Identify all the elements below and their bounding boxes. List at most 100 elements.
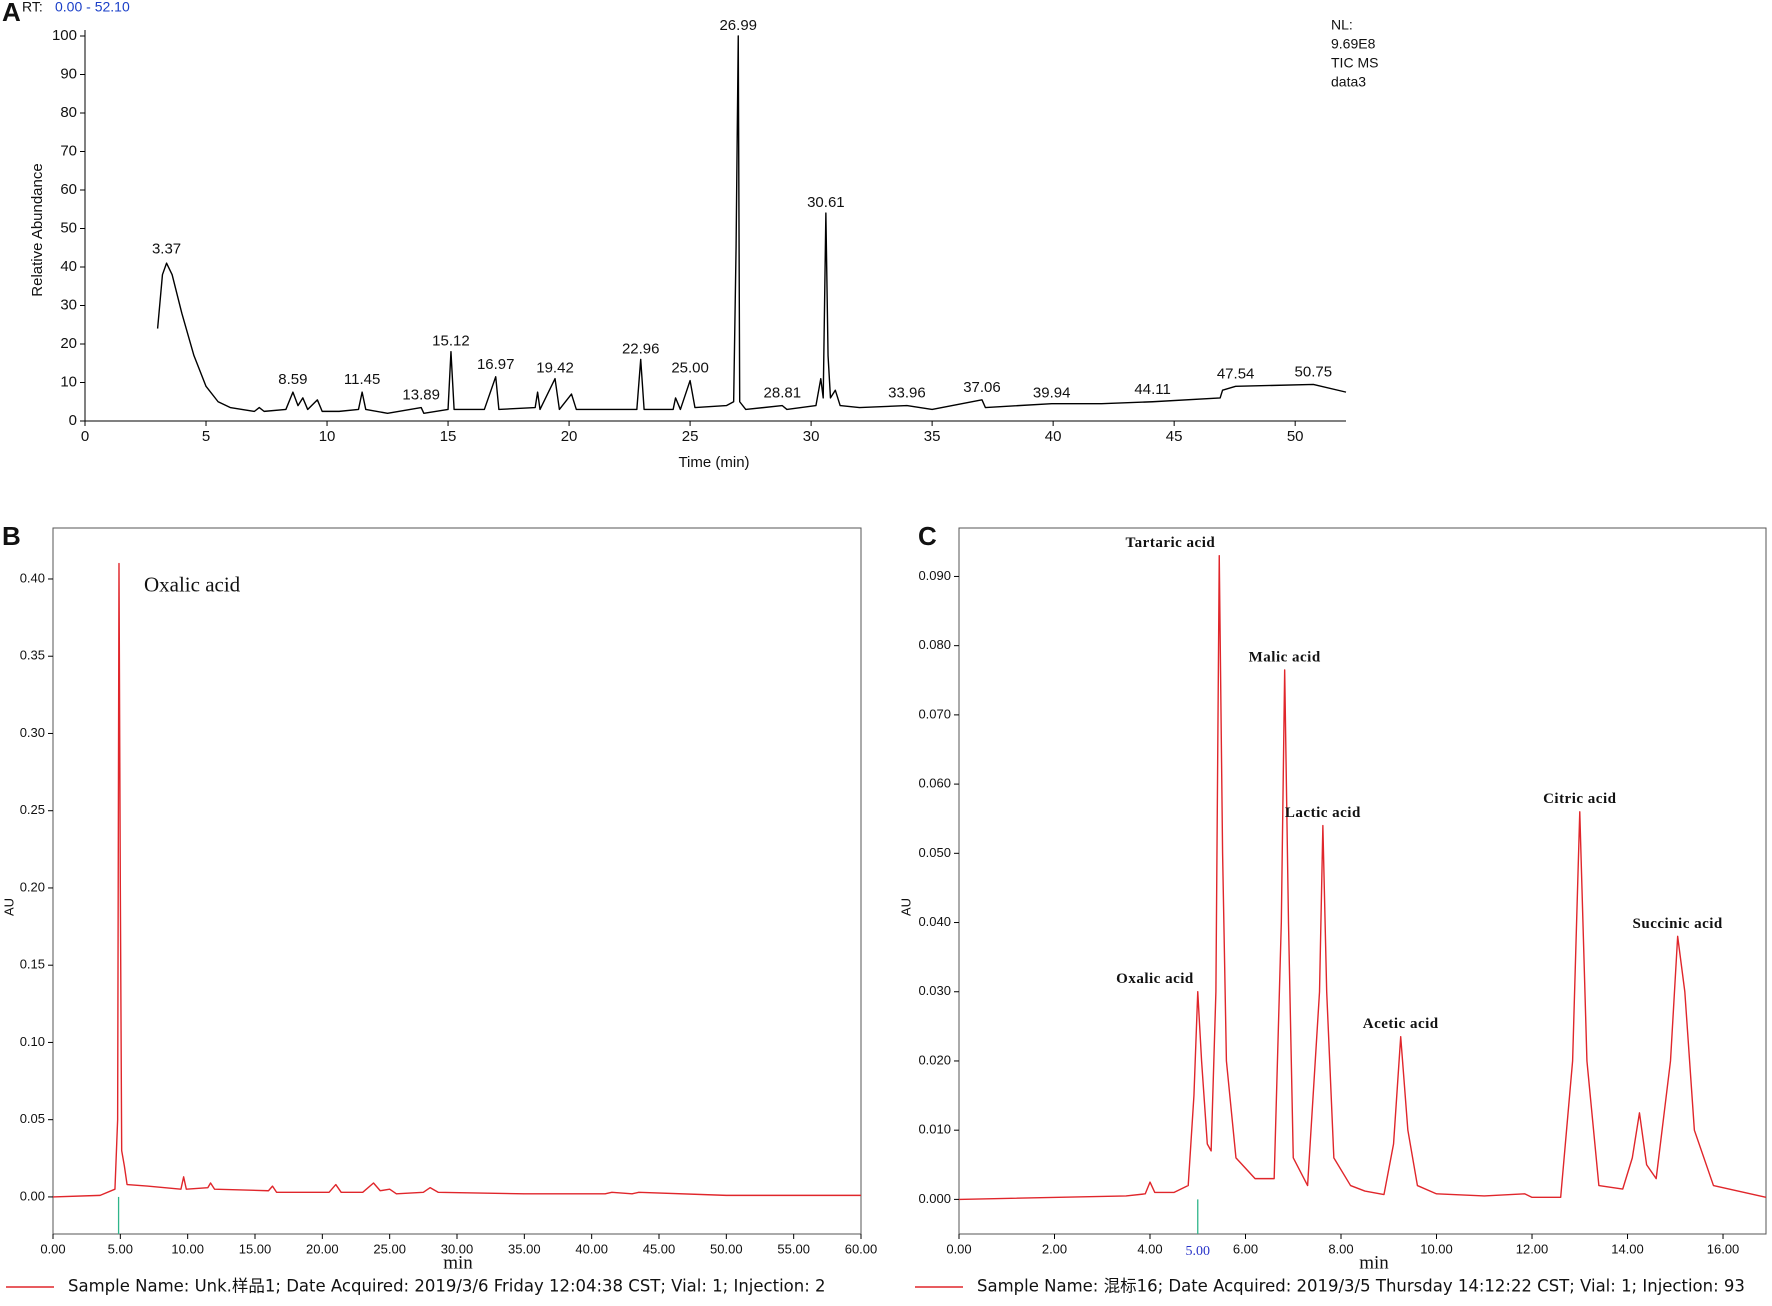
chart-panel: C 0.000 0.010 0.020 0.030 0.040 0.050 0.060 0.07…	[898, 521, 1767, 1296]
y-tick-label: 0.25	[20, 802, 45, 817]
peak-label: 50.75	[1295, 363, 1333, 380]
y-tick-label: 30	[60, 296, 77, 313]
x-axis-label: min	[443, 1252, 473, 1273]
panel-letter: B	[2, 521, 21, 551]
trace	[52, 562, 861, 1198]
info-line: 9.69E8	[1331, 36, 1376, 52]
y-axis-label: AU	[898, 898, 913, 916]
range-label: RT:	[22, 0, 43, 15]
x-tick-label: 35	[924, 428, 941, 445]
peak-label: Tartaric acid	[1126, 535, 1216, 551]
peak-label: 15.12	[432, 333, 470, 350]
peak-label: Acetic acid	[1363, 1016, 1439, 1032]
y-tick-label: 0.070	[918, 706, 951, 721]
x-tick-label: 25.00	[373, 1241, 406, 1256]
x-tick-label: 20.00	[306, 1241, 339, 1256]
peak-label: 11.45	[344, 371, 380, 388]
y-axis-label: Relative Abundance	[29, 163, 46, 296]
y-tick-label: 0.020	[918, 1052, 951, 1067]
x-axis-label: Time (min)	[678, 454, 749, 471]
y-tick-label: 0.090	[918, 568, 951, 583]
panel-letter: A	[2, 0, 21, 27]
y-tick-label: 50	[60, 219, 77, 236]
x-tick-label: 6.00	[1233, 1241, 1258, 1256]
x-tick-label: 25	[682, 428, 699, 445]
panel-letter: C	[918, 521, 937, 551]
peak-label: 26.99	[719, 17, 757, 34]
x-tick-label: 12.00	[1516, 1241, 1549, 1256]
x-tick-label: 10	[319, 428, 336, 445]
y-tick-label: 0.080	[918, 637, 951, 652]
peak-label: Oxalic acid	[1116, 971, 1194, 987]
x-tick-label: 55.00	[777, 1241, 810, 1256]
peak-label: 33.96	[888, 385, 926, 402]
y-tick-label: 60	[60, 181, 77, 198]
plot-frame	[52, 527, 862, 1235]
y-tick-label: 70	[60, 142, 77, 159]
peak-label: 3.37	[152, 240, 181, 257]
y-tick-label: 20	[60, 335, 77, 352]
peak-label: 28.81	[764, 385, 802, 402]
y-tick-label: 0.040	[918, 914, 951, 929]
x-tick-label: 10.00	[1420, 1241, 1453, 1256]
peak-label: 19.42	[536, 360, 574, 377]
y-tick-label: 100	[52, 27, 77, 44]
x-tick-label: 50.00	[710, 1241, 743, 1256]
y-tick-label: 0.40	[20, 570, 45, 585]
y-tick-label: 90	[60, 65, 77, 82]
range-value: 0.00 - 52.10	[55, 0, 130, 15]
y-tick-label: 0.15	[20, 957, 45, 972]
x-tick-label: 60.00	[845, 1241, 878, 1256]
y-tick-label: 40	[60, 258, 77, 275]
chart-panel: A RT: 0.00 - 52.10 NL: 9.69E8 TIC MS data3 0 10 2…	[2, 0, 1378, 471]
y-tick-label: 0.30	[20, 725, 45, 740]
x-tick-label: 0	[81, 428, 89, 445]
x-tick-label: 30.00	[441, 1241, 474, 1256]
peak-label: 22.96	[622, 340, 660, 357]
x-tick-label: 10.00	[171, 1241, 204, 1256]
y-tick-label: 0.00	[20, 1188, 45, 1203]
info-line: NL:	[1331, 17, 1353, 33]
x-tick-label: 45	[1166, 428, 1183, 445]
x-tick-label: 16.00	[1707, 1241, 1740, 1256]
y-tick-label: 0.050	[918, 845, 951, 860]
y-tick-label: 0.010	[918, 1122, 951, 1137]
x-tick-label: 4.00	[1137, 1241, 1162, 1256]
peak-label: Succinic acid	[1633, 916, 1723, 932]
x-tick-label: 20	[561, 428, 578, 445]
peak-label: 16.97	[477, 356, 515, 373]
peak-label: 25.00	[671, 360, 709, 377]
trace	[156, 35, 1347, 414]
x-tick-label: 30	[803, 428, 820, 445]
plot-frame	[958, 527, 1767, 1235]
y-tick-label: 0.10	[20, 1034, 45, 1049]
peak-label: Lactic acid	[1285, 805, 1361, 821]
marker-label: 5.00	[1186, 1244, 1211, 1259]
peak-label: Malic acid	[1249, 649, 1321, 665]
y-tick-label: 0.35	[20, 648, 45, 663]
trace	[958, 554, 1767, 1201]
x-axis-label: min	[1359, 1252, 1389, 1273]
legend-label: Sample Name: 混标16; Date Acquired: 2019/3…	[977, 1277, 1745, 1296]
peak-label: 30.61	[807, 194, 845, 211]
peak-label: 8.59	[278, 371, 307, 388]
x-tick-label: 0.00	[40, 1241, 65, 1256]
y-tick-label: 80	[60, 104, 77, 121]
x-tick-label: 2.00	[1042, 1241, 1067, 1256]
x-tick-label: 50	[1287, 428, 1304, 445]
info-line: TIC MS	[1331, 55, 1378, 71]
x-tick-label: 14.00	[1611, 1241, 1644, 1256]
y-tick-label: 0.030	[918, 983, 951, 998]
x-tick-label: 5.00	[108, 1241, 133, 1256]
peak-label: 47.54	[1217, 365, 1255, 382]
x-tick-label: 40	[1045, 428, 1062, 445]
x-tick-label: 15.00	[239, 1241, 272, 1256]
peak-label: 44.11	[1134, 381, 1170, 398]
y-tick-label: 0	[69, 412, 77, 429]
x-tick-label: 35.00	[508, 1241, 541, 1256]
peak-label: 13.89	[402, 387, 440, 404]
info-line: data3	[1331, 74, 1366, 90]
peak-label: Citric acid	[1543, 791, 1617, 807]
